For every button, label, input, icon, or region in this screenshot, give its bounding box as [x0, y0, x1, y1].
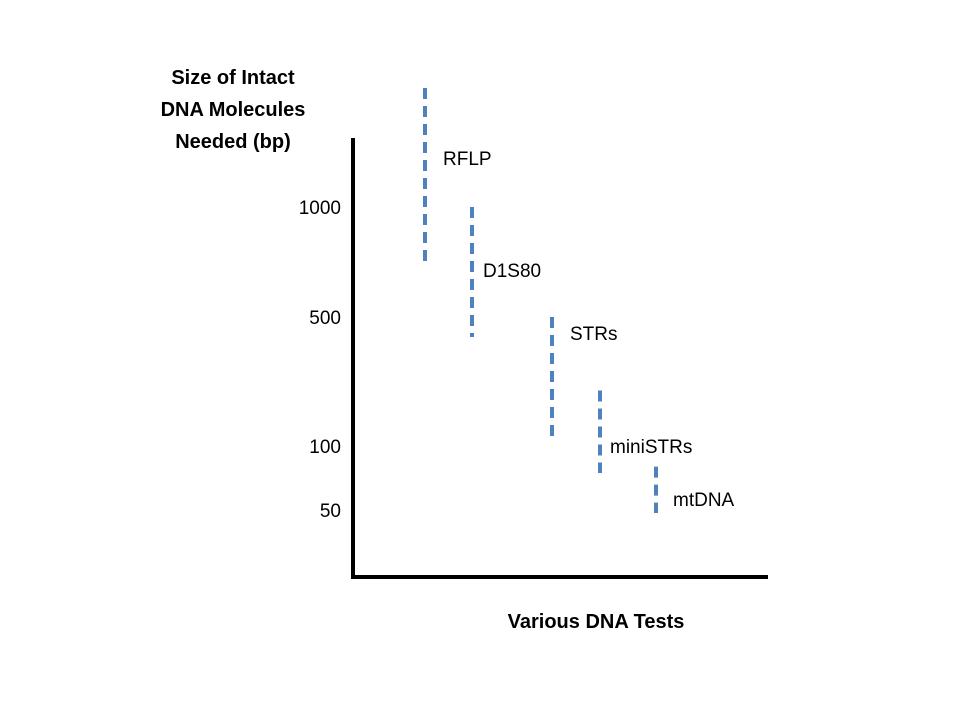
series-label-mtdna: mtDNA [673, 490, 735, 511]
y-axis-label-line: DNA Molecules [161, 99, 306, 121]
y-tick-label: 100 [309, 437, 341, 458]
axes [351, 138, 768, 579]
series-marks: RFLP D1S80 STRs miniSTRs mtDNA [423, 88, 735, 513]
y-tick-label: 50 [320, 501, 341, 522]
y-tick-label: 500 [309, 308, 341, 329]
series-label-strs: STRs [570, 324, 618, 345]
series-label-rflp: RFLP [443, 149, 492, 170]
y-axis-label: Size of Intact DNA Molecules Needed (bp) [161, 67, 306, 153]
series-label-d1s80: D1S80 [483, 261, 541, 282]
y-tick-label: 1000 [299, 198, 341, 219]
series-label-ministrs: miniSTRs [610, 437, 692, 458]
y-axis-label-line: Needed (bp) [175, 131, 291, 153]
x-axis-label: Various DNA Tests [508, 611, 685, 633]
y-axis-label-line: Size of Intact [171, 67, 295, 89]
y-tick-labels: 1000 500 100 50 [299, 198, 341, 522]
